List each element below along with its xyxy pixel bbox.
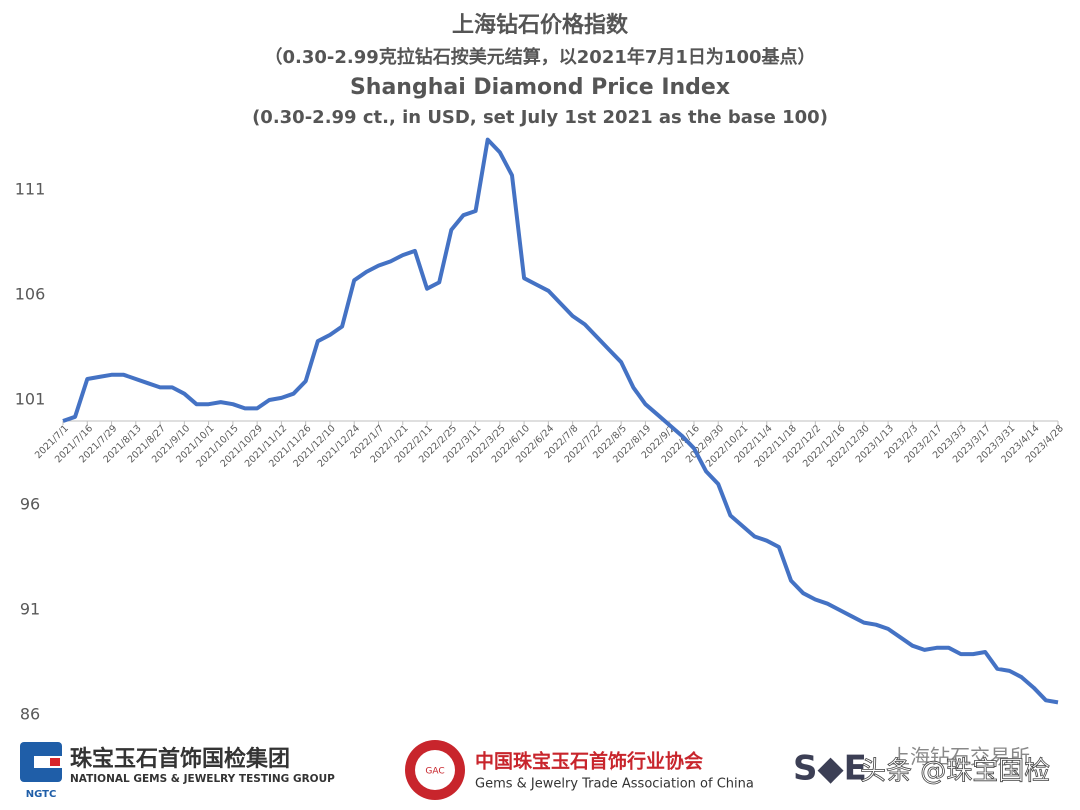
y-tick-label: 106	[15, 285, 46, 304]
ngtc-logo-dot	[50, 758, 60, 766]
y-tick-label: 86	[20, 705, 40, 724]
y-tick-label: 96	[20, 495, 40, 514]
y-tick-label: 91	[20, 600, 40, 619]
ngtc-cn: 珠宝玉石首饰国检集团	[70, 746, 290, 772]
gac-en: Gems & Jewelry Trade Association of Chin…	[475, 777, 754, 792]
y-tick-label: 111	[15, 180, 46, 199]
gac-cn: 中国珠宝玉石首饰行业协会	[475, 750, 703, 773]
chart-title-en: Shanghai Diamond Price Index	[350, 75, 730, 100]
chart-title: 上海钻石价格指数	[452, 12, 629, 38]
gac-logo-inner	[415, 750, 455, 790]
watermark: 头条 @珠宝国检	[860, 757, 1050, 787]
data-line	[62, 137, 1059, 705]
footer: NGTC 珠宝玉石首饰国检集团 NATIONAL GEMS & JEWELRY …	[20, 740, 1051, 800]
gac-logo-text: GAC	[425, 767, 444, 777]
chart-subtitle-en: (0.30-2.99 ct., in USD, set July 1st 202…	[252, 107, 828, 128]
ngtc-en: NATIONAL GEMS & JEWELRY TESTING GROUP	[70, 773, 335, 785]
sde-cn: 上海钻石交易所	[890, 745, 1030, 769]
y-tick-label: 101	[15, 390, 46, 409]
sde-logo: S◆E	[793, 749, 867, 789]
ngtc-logo-text: NGTC	[26, 789, 57, 800]
chart-subtitle: （0.30-2.99克拉钻石按美元结算，以2021年7月1日为100基点）	[264, 46, 815, 68]
